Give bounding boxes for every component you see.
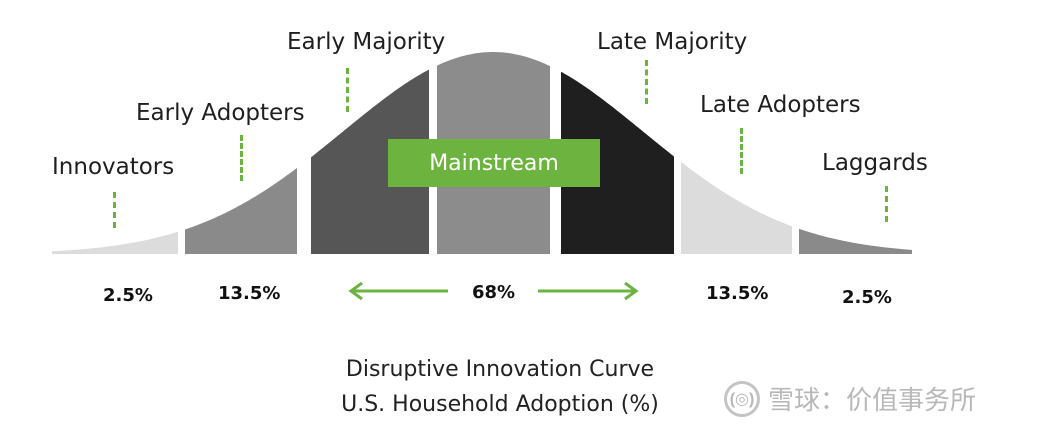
label-innovators: Innovators (52, 154, 175, 180)
segment-late-majority (561, 71, 674, 254)
label-early-adopters: Early Adopters (136, 100, 305, 126)
segment-early-adopters (185, 168, 297, 254)
watermark-text: 雪球：价值事务所 (768, 385, 977, 415)
snowball-logo-icon: (◎) (724, 380, 760, 417)
label-late-adopters: Late Adopters (700, 92, 861, 118)
segment-early-majority (311, 69, 429, 254)
leader-line-innovators (113, 192, 116, 228)
leader-line-early-adopters (240, 135, 243, 181)
label-early-majority: Early Majority (287, 29, 446, 55)
label-laggards: Laggards (822, 150, 928, 176)
leader-line-laggards (885, 186, 888, 222)
watermark: (◎) 雪球：价值事务所 (724, 380, 976, 417)
segment-late-adopters (681, 161, 792, 254)
percent-laggards: 2.5% (842, 287, 892, 308)
mainstream-box: Mainstream (388, 139, 600, 187)
label-late-majority: Late Majority (597, 29, 748, 55)
percent-innovators: 2.5% (103, 285, 153, 306)
segment-innovators (52, 231, 178, 254)
percent-mainstream: 68% (472, 282, 516, 303)
percent-early-adopters: 13.5% (218, 283, 281, 304)
arrow-right-icon (538, 281, 639, 301)
leader-line-late-majority (645, 60, 648, 104)
leader-line-early-majority (346, 68, 349, 112)
caption-subtitle: U.S. Household Adoption (%) (341, 392, 659, 417)
segment-laggards (799, 228, 912, 254)
leader-line-late-adopters (740, 128, 743, 174)
percent-late-adopters: 13.5% (706, 283, 769, 304)
caption-title: Disruptive Innovation Curve (345, 357, 655, 382)
arrow-left-icon (348, 281, 448, 301)
